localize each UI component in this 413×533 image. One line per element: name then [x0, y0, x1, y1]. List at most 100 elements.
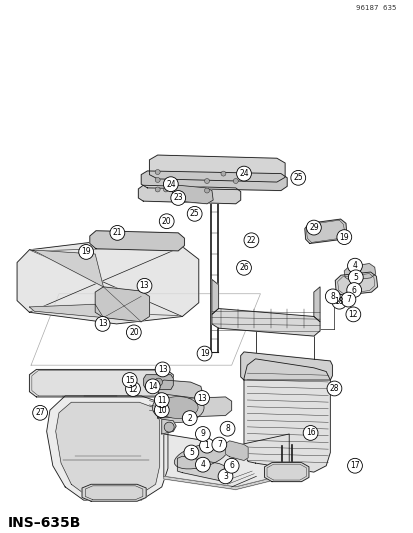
- Circle shape: [183, 445, 198, 460]
- Circle shape: [243, 233, 258, 248]
- Text: 7: 7: [345, 295, 350, 304]
- Text: 12: 12: [128, 384, 138, 393]
- Circle shape: [211, 437, 226, 452]
- Text: 20: 20: [129, 328, 138, 337]
- Circle shape: [346, 282, 361, 297]
- Text: 18: 18: [334, 297, 343, 306]
- Text: 19: 19: [339, 232, 348, 241]
- Circle shape: [331, 294, 346, 309]
- Circle shape: [220, 421, 235, 436]
- Text: 21: 21: [112, 228, 122, 237]
- Text: 2: 2: [187, 414, 192, 423]
- Circle shape: [236, 166, 251, 181]
- Circle shape: [95, 317, 110, 332]
- Polygon shape: [138, 185, 240, 204]
- Ellipse shape: [174, 443, 227, 469]
- Polygon shape: [157, 380, 202, 398]
- Polygon shape: [344, 264, 375, 280]
- Text: 27: 27: [35, 408, 45, 417]
- Circle shape: [347, 458, 361, 473]
- Circle shape: [155, 187, 160, 192]
- Polygon shape: [143, 375, 173, 390]
- Circle shape: [187, 206, 202, 221]
- Text: 14: 14: [147, 382, 157, 391]
- Text: 6: 6: [229, 461, 233, 470]
- Circle shape: [163, 177, 178, 191]
- Text: 1: 1: [204, 441, 209, 450]
- Text: 25: 25: [293, 173, 302, 182]
- Circle shape: [125, 382, 140, 397]
- Text: 9: 9: [200, 430, 205, 439]
- Circle shape: [199, 438, 214, 453]
- Circle shape: [233, 179, 238, 183]
- Polygon shape: [82, 484, 146, 501]
- Circle shape: [218, 469, 233, 484]
- Polygon shape: [225, 441, 247, 461]
- Polygon shape: [172, 185, 213, 204]
- Circle shape: [171, 190, 185, 205]
- Polygon shape: [177, 456, 224, 481]
- Circle shape: [340, 292, 355, 307]
- Circle shape: [137, 278, 152, 293]
- Text: 5: 5: [188, 448, 193, 457]
- Text: 11: 11: [157, 395, 166, 405]
- Polygon shape: [335, 272, 377, 295]
- Text: 24: 24: [239, 169, 248, 178]
- Circle shape: [145, 379, 160, 394]
- Circle shape: [290, 171, 305, 185]
- Circle shape: [122, 373, 137, 387]
- Polygon shape: [47, 396, 168, 500]
- Polygon shape: [313, 287, 319, 322]
- Polygon shape: [141, 171, 287, 190]
- Circle shape: [154, 393, 169, 408]
- Circle shape: [345, 307, 360, 322]
- Polygon shape: [211, 279, 218, 314]
- Circle shape: [326, 381, 341, 396]
- Text: 28: 28: [329, 384, 338, 393]
- Polygon shape: [95, 287, 149, 322]
- Text: 26: 26: [239, 263, 248, 272]
- Text: 16: 16: [305, 429, 315, 438]
- Circle shape: [204, 179, 209, 183]
- Circle shape: [155, 362, 170, 377]
- Circle shape: [336, 230, 351, 245]
- Circle shape: [236, 261, 251, 275]
- Text: 23: 23: [173, 193, 183, 203]
- Text: 6: 6: [351, 286, 356, 295]
- Text: INS–635B: INS–635B: [7, 516, 81, 530]
- Text: 22: 22: [246, 236, 256, 245]
- Circle shape: [224, 458, 238, 473]
- Polygon shape: [56, 402, 159, 495]
- Text: 20: 20: [161, 217, 171, 226]
- Text: 13: 13: [197, 393, 206, 402]
- Circle shape: [347, 259, 361, 273]
- Text: 12: 12: [348, 310, 357, 319]
- Polygon shape: [29, 369, 173, 397]
- Circle shape: [154, 378, 162, 386]
- Text: 96187  635: 96187 635: [355, 5, 395, 11]
- Text: 5: 5: [353, 273, 357, 282]
- Circle shape: [195, 426, 210, 441]
- Polygon shape: [240, 352, 332, 380]
- Text: 13: 13: [157, 365, 167, 374]
- Circle shape: [302, 425, 317, 440]
- Circle shape: [110, 225, 124, 240]
- Circle shape: [348, 270, 362, 285]
- Circle shape: [163, 187, 168, 192]
- Circle shape: [154, 403, 169, 417]
- Circle shape: [306, 220, 320, 235]
- Text: 17: 17: [349, 461, 359, 470]
- Text: 3: 3: [223, 472, 228, 481]
- Circle shape: [159, 214, 174, 229]
- Circle shape: [221, 171, 225, 176]
- Circle shape: [164, 422, 174, 432]
- Circle shape: [197, 346, 211, 361]
- Text: 15: 15: [125, 376, 134, 384]
- Polygon shape: [211, 309, 319, 336]
- Polygon shape: [304, 219, 346, 244]
- Text: 8: 8: [330, 292, 335, 301]
- Text: 10: 10: [157, 406, 166, 415]
- Polygon shape: [164, 434, 289, 487]
- Circle shape: [204, 188, 209, 193]
- Polygon shape: [17, 239, 198, 324]
